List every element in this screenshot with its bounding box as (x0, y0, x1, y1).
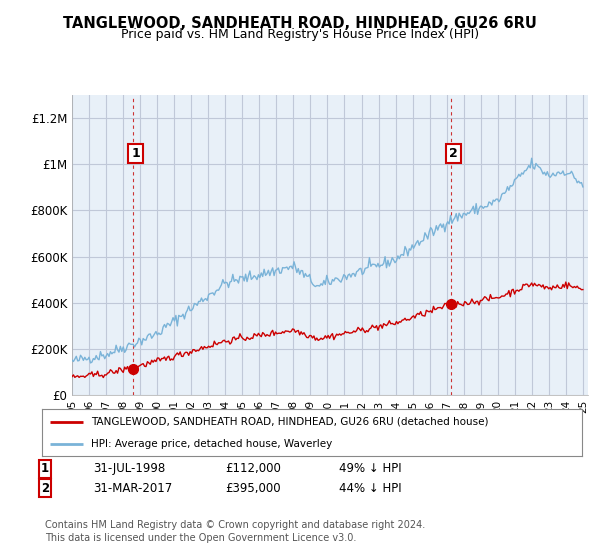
Text: 49% ↓ HPI: 49% ↓ HPI (339, 462, 401, 475)
Text: TANGLEWOOD, SANDHEATH ROAD, HINDHEAD, GU26 6RU: TANGLEWOOD, SANDHEATH ROAD, HINDHEAD, GU… (63, 16, 537, 31)
Text: Price paid vs. HM Land Registry's House Price Index (HPI): Price paid vs. HM Land Registry's House … (121, 28, 479, 41)
Text: 31-JUL-1998: 31-JUL-1998 (93, 462, 165, 475)
Text: £112,000: £112,000 (225, 462, 281, 475)
Text: 1: 1 (41, 462, 49, 475)
Text: TANGLEWOOD, SANDHEATH ROAD, HINDHEAD, GU26 6RU (detached house): TANGLEWOOD, SANDHEATH ROAD, HINDHEAD, GU… (91, 417, 488, 427)
Text: 2: 2 (41, 482, 49, 495)
Text: 1: 1 (131, 147, 140, 160)
Text: HPI: Average price, detached house, Waverley: HPI: Average price, detached house, Wave… (91, 438, 332, 449)
Text: £395,000: £395,000 (225, 482, 281, 495)
Text: 44% ↓ HPI: 44% ↓ HPI (339, 482, 401, 495)
Text: 2: 2 (449, 147, 458, 160)
Text: Contains HM Land Registry data © Crown copyright and database right 2024.
This d: Contains HM Land Registry data © Crown c… (45, 520, 425, 543)
Text: 31-MAR-2017: 31-MAR-2017 (93, 482, 172, 495)
